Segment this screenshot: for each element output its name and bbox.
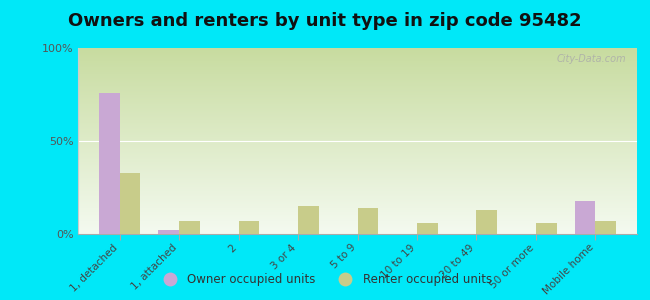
Bar xyxy=(476,210,497,234)
Bar xyxy=(575,200,595,234)
Bar xyxy=(417,223,438,234)
Bar xyxy=(536,223,556,234)
Legend: Owner occupied units, Renter occupied units: Owner occupied units, Renter occupied un… xyxy=(153,269,497,291)
Text: Owners and renters by unit type in zip code 95482: Owners and renters by unit type in zip c… xyxy=(68,12,582,30)
Bar xyxy=(298,206,319,234)
Bar xyxy=(239,221,259,234)
Bar xyxy=(179,221,200,234)
Bar xyxy=(99,93,120,234)
Bar xyxy=(595,221,616,234)
Bar xyxy=(120,172,140,234)
Bar xyxy=(159,230,179,234)
Bar xyxy=(358,208,378,234)
Text: City-Data.com: City-Data.com xyxy=(556,54,626,64)
